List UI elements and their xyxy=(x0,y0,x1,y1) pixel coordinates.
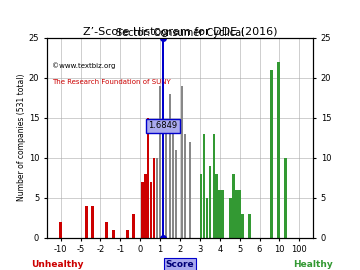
Bar xyxy=(147,118,149,238)
Bar xyxy=(199,174,202,238)
Text: Healthy: Healthy xyxy=(293,260,333,269)
Bar xyxy=(203,134,205,238)
Bar xyxy=(144,174,147,238)
Bar xyxy=(216,174,218,238)
Text: Sector: Consumer Cyclical: Sector: Consumer Cyclical xyxy=(116,28,244,38)
Bar xyxy=(235,190,238,238)
Bar xyxy=(141,182,144,238)
Bar xyxy=(233,174,235,238)
Bar xyxy=(184,134,186,238)
Bar xyxy=(172,134,174,238)
Bar xyxy=(132,214,135,238)
Bar xyxy=(238,190,241,238)
Bar xyxy=(150,182,153,238)
Bar xyxy=(85,206,88,238)
Bar xyxy=(270,70,273,238)
Bar xyxy=(159,86,161,238)
Text: Score: Score xyxy=(166,260,194,269)
Title: Z’-Score Histogram for DDE (2016): Z’-Score Histogram for DDE (2016) xyxy=(83,27,277,37)
Bar xyxy=(221,190,224,238)
Text: ©www.textbiz.org: ©www.textbiz.org xyxy=(52,62,116,69)
Text: The Research Foundation of SUNY: The Research Foundation of SUNY xyxy=(52,79,171,85)
Bar xyxy=(91,206,94,238)
Bar xyxy=(181,86,183,238)
Bar xyxy=(277,62,280,238)
Bar xyxy=(208,166,211,238)
Bar xyxy=(153,158,156,238)
Bar xyxy=(229,198,232,238)
Bar xyxy=(248,214,251,238)
Bar xyxy=(284,158,287,238)
Bar xyxy=(59,222,62,238)
Bar xyxy=(189,142,191,238)
Text: 1.6849: 1.6849 xyxy=(149,121,178,130)
Bar xyxy=(212,134,215,238)
Bar xyxy=(165,126,167,238)
Bar xyxy=(206,198,208,238)
Bar xyxy=(241,214,244,238)
Bar xyxy=(156,158,158,238)
Bar xyxy=(162,38,165,238)
Bar xyxy=(219,190,221,238)
Y-axis label: Number of companies (531 total): Number of companies (531 total) xyxy=(17,74,26,201)
Bar xyxy=(126,230,129,238)
Text: Unhealthy: Unhealthy xyxy=(31,260,84,269)
Bar xyxy=(105,222,108,238)
Bar xyxy=(175,150,177,238)
Bar xyxy=(112,230,115,238)
Bar xyxy=(169,94,171,238)
